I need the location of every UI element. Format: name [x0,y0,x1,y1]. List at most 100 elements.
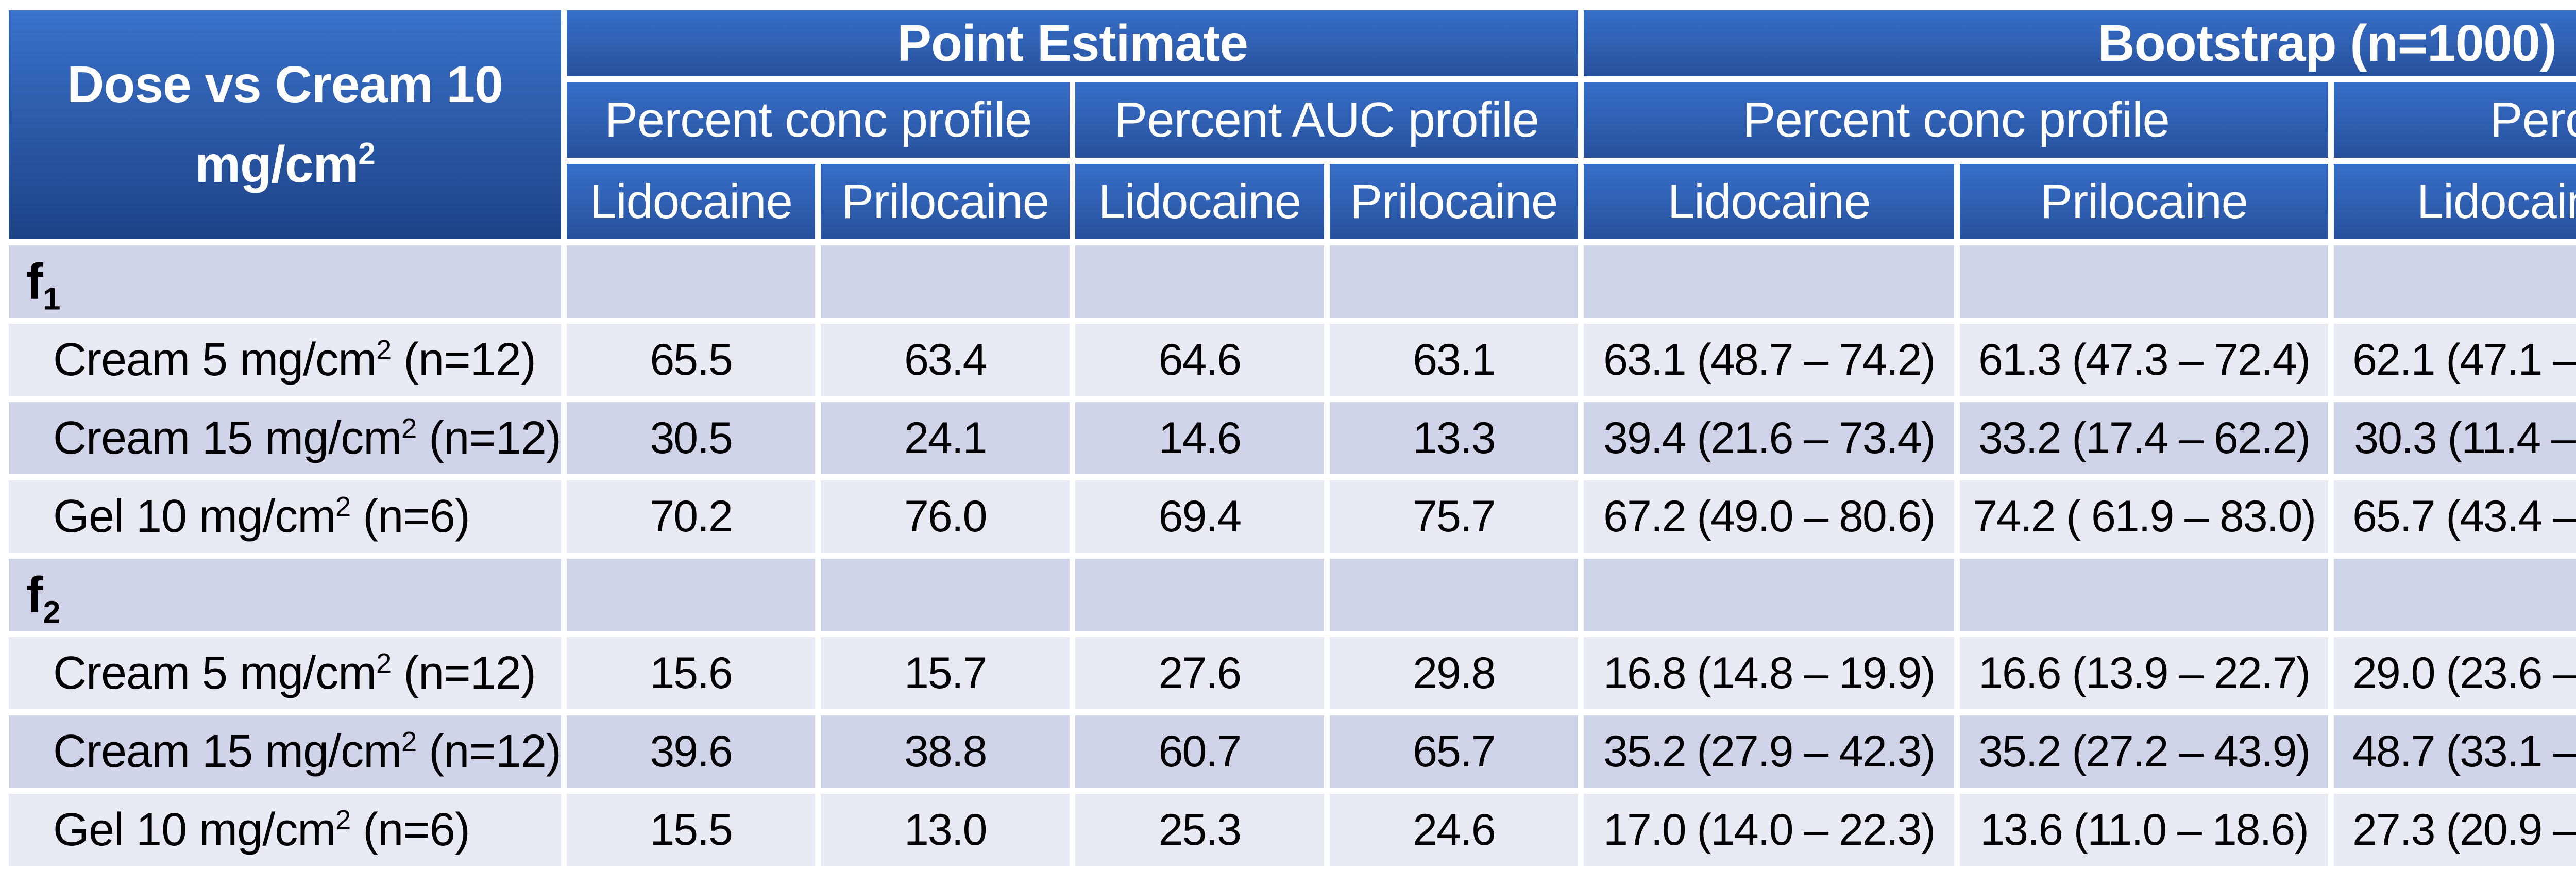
table-row: Cream 5 mg/cm2 (n=12) 65.5 63.4 64.6 63.… [9,324,2576,396]
table-row: Cream 15 mg/cm2 (n=12) 39.6 38.8 60.7 65… [9,715,2576,788]
row-label-tail: (n=6) [350,490,470,542]
column-header-lidocaine: Lidocaine [1075,164,1324,239]
value-cell: 13.0 [821,794,1070,866]
empty-cell [566,559,816,631]
empty-cell [1075,245,1324,318]
empty-cell [1329,559,1579,631]
value-cell: 15.6 [566,637,816,709]
value-cell: 13.6 (11.0 – 18.6) [1960,794,2329,866]
value-cell: 27.6 [1075,637,1324,709]
value-cell: 63.1 [1329,324,1579,396]
table-row: Gel 10 mg/cm2 (n=6) 70.2 76.0 69.4 75.7 … [9,480,2576,553]
empty-cell [821,559,1070,631]
empty-cell [1960,245,2329,318]
column-header-lidocaine: Lidocaine [1584,164,1954,239]
value-cell: 70.2 [566,480,816,553]
value-cell: 67.2 (49.0 – 80.6) [1584,480,1954,553]
subscript: 2 [43,594,61,630]
superscript: 2 [401,412,417,444]
row-label-gel10: Gel 10 mg/cm2 (n=6) [9,480,561,553]
subgroup-header-pe-auc: Percent AUC profile [1075,82,1579,158]
row-label-cream5: Cream 5 mg/cm2 (n=12) [9,324,561,396]
value-cell: 24.1 [821,402,1070,474]
row-label-text: Cream 15 mg/cm [53,725,402,777]
group-header-bootstrap: Bootstrap (n=1000) [1584,10,2576,76]
column-header-prilocaine: Prilocaine [1329,164,1579,239]
value-cell: 65.5 [566,324,816,396]
column-header-prilocaine: Prilocaine [1960,164,2329,239]
section-label-text: f [26,566,43,623]
section-label-f2: f2 [9,559,561,631]
subscript: 1 [43,281,61,316]
row-label-text: Gel 10 mg/cm [53,804,336,856]
row-label-tail: (n=12) [391,333,536,386]
empty-cell [1329,245,1579,318]
value-cell: 35.2 (27.2 – 43.9) [1960,715,2329,788]
superscript: 2 [335,491,351,522]
subgroup-header-bs-conc: Percent conc profile [1584,82,2329,158]
table-row: Gel 10 mg/cm2 (n=6) 15.5 13.0 25.3 24.6 … [9,794,2576,866]
corner-header-text: Dose vs Cream 10 mg/cm [67,56,503,193]
value-cell: 16.6 (13.9 – 22.7) [1960,637,2329,709]
value-cell: 76.0 [821,480,1070,553]
value-cell: 16.8 (14.8 – 19.9) [1584,637,1954,709]
value-cell: 69.4 [1075,480,1324,553]
corner-header-dose-vs-cream: Dose vs Cream 10 mg/cm2 [9,10,561,239]
value-cell: 33.2 (17.4 – 62.2) [1960,402,2329,474]
section-row-f1: f1 [9,245,2576,318]
empty-cell [566,245,816,318]
row-label-tail: (n=12) [391,647,536,699]
value-cell: 30.3 (11.4 – 68.0) [2334,402,2576,474]
table-row: Cream 15 mg/cm2 (n=12) 30.5 24.1 14.6 13… [9,402,2576,474]
row-label-text: Cream 15 mg/cm [53,412,402,464]
section-label-text: f [26,253,43,310]
table-row: Cream 5 mg/cm2 (n=12) 15.6 15.7 27.6 29.… [9,637,2576,709]
value-cell: 27.3 (20.9 – 38.2) [2334,794,2576,866]
value-cell: 63.4 [821,324,1070,396]
value-cell: 14.6 [1075,402,1324,474]
subgroup-header-bs-auc: Percent AUC profile [2334,82,2576,158]
value-cell: 65.7 [1329,715,1579,788]
superscript: 2 [401,726,417,757]
value-cell: 75.7 [1329,480,1579,553]
superscript: 2 [376,647,392,679]
value-cell: 17.0 (14.0 – 22.3) [1584,794,1954,866]
results-table: Dose vs Cream 10 mg/cm2 Point Estimate B… [3,4,2576,872]
value-cell: 74.2 ( 61.9 – 83.0) [1960,480,2329,553]
row-label-text: Gel 10 mg/cm [53,490,336,542]
value-cell: 64.6 [1075,324,1324,396]
column-header-lidocaine: Lidocaine [566,164,816,239]
value-cell: 39.4 (21.6 – 73.4) [1584,402,1954,474]
value-cell: 25.3 [1075,794,1324,866]
value-cell: 48.7 (33.1 – 65.1) [2334,715,2576,788]
column-header-lidocaine: Lidocaine [2334,164,2576,239]
empty-cell [1584,245,1954,318]
row-label-tail: (n=6) [350,804,470,856]
row-label-cream15: Cream 15 mg/cm2 (n=12) [9,402,561,474]
row-label-text: Cream 5 mg/cm [53,647,377,699]
section-label-f1: f1 [9,245,561,318]
empty-cell [1075,559,1324,631]
empty-cell [1584,559,1954,631]
subgroup-header-pe-conc: Percent conc profile [566,82,1070,158]
value-cell: 35.2 (27.9 – 42.3) [1584,715,1954,788]
empty-cell [2334,245,2576,318]
row-label-gel10: Gel 10 mg/cm2 (n=6) [9,794,561,866]
value-cell: 15.5 [566,794,816,866]
section-row-f2: f2 [9,559,2576,631]
value-cell: 65.7 (43.4 – 80.6) [2334,480,2576,553]
group-header-point-estimate: Point Estimate [566,10,1579,76]
row-label-text: Cream 5 mg/cm [53,333,377,386]
value-cell: 62.1 (47.1 – 73.0) [2334,324,2576,396]
value-cell: 15.7 [821,637,1070,709]
empty-cell [1960,559,2329,631]
value-cell: 39.6 [566,715,816,788]
value-cell: 38.8 [821,715,1070,788]
value-cell: 30.5 [566,402,816,474]
superscript: 2 [376,334,392,365]
value-cell: 60.7 [1075,715,1324,788]
value-cell: 24.6 [1329,794,1579,866]
column-header-prilocaine: Prilocaine [821,164,1070,239]
empty-cell [2334,559,2576,631]
